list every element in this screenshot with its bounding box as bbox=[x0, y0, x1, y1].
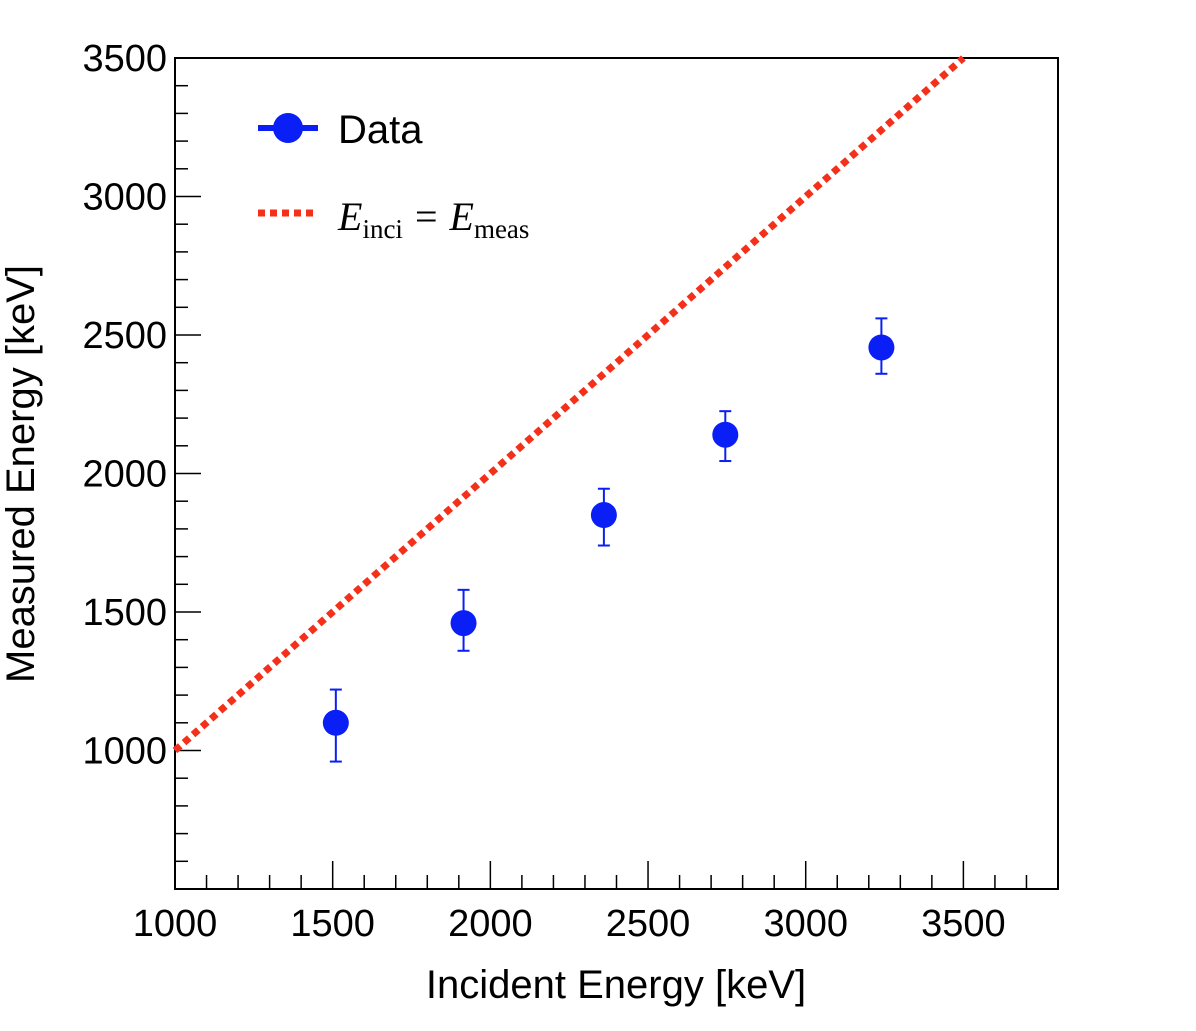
y-tick-label: 3000 bbox=[82, 177, 167, 219]
x-axis-tick-labels: 1000 1500 2000 2500 3000 3500 bbox=[133, 903, 1006, 945]
data-point bbox=[712, 421, 739, 448]
y-tick-label: 1500 bbox=[82, 592, 167, 634]
x-axis-ticks bbox=[174, 861, 1059, 889]
x-tick-label: 2000 bbox=[448, 903, 533, 945]
identity-line bbox=[172, 55, 966, 754]
x-tick-label: 1500 bbox=[290, 903, 375, 945]
legend: Data Einci = Emeas bbox=[258, 108, 529, 244]
legend-rhs-symbol: E bbox=[449, 194, 474, 239]
plot-area bbox=[172, 55, 966, 763]
x-axis-title: Incident Energy [keV] bbox=[426, 963, 806, 1007]
legend-identity-line-label: Einci = Emeas bbox=[337, 194, 529, 244]
plot-frame bbox=[174, 57, 1059, 890]
data-point bbox=[590, 502, 617, 529]
legend-lhs-subscript: inci bbox=[362, 214, 403, 244]
y-tick-label: 2500 bbox=[82, 315, 167, 357]
y-axis-ticks bbox=[175, 57, 201, 890]
legend-item-data: Data bbox=[258, 108, 423, 152]
legend-rhs-subscript: meas bbox=[474, 214, 529, 244]
legend-item-identity-line: Einci = Emeas bbox=[258, 194, 529, 244]
y-axis-title: Measured Energy [keV] bbox=[0, 265, 43, 683]
legend-operator: = bbox=[415, 194, 438, 239]
legend-data-marker-swatch bbox=[273, 113, 303, 143]
x-tick-label: 3500 bbox=[921, 903, 1006, 945]
y-tick-label: 3500 bbox=[82, 38, 167, 80]
data-point bbox=[868, 334, 895, 361]
y-tick-label: 1000 bbox=[82, 731, 167, 773]
x-tick-label: 2500 bbox=[606, 903, 691, 945]
x-tick-label: 3000 bbox=[763, 903, 848, 945]
y-tick-label: 2000 bbox=[82, 454, 167, 496]
data-point bbox=[450, 610, 477, 637]
legend-lhs-symbol: E bbox=[337, 194, 362, 239]
x-tick-label: 1000 bbox=[133, 903, 218, 945]
data-point bbox=[322, 709, 349, 736]
y-axis-tick-labels: 1000 1500 2000 2500 3000 3500 bbox=[82, 38, 167, 773]
legend-data-label: Data bbox=[338, 108, 423, 152]
